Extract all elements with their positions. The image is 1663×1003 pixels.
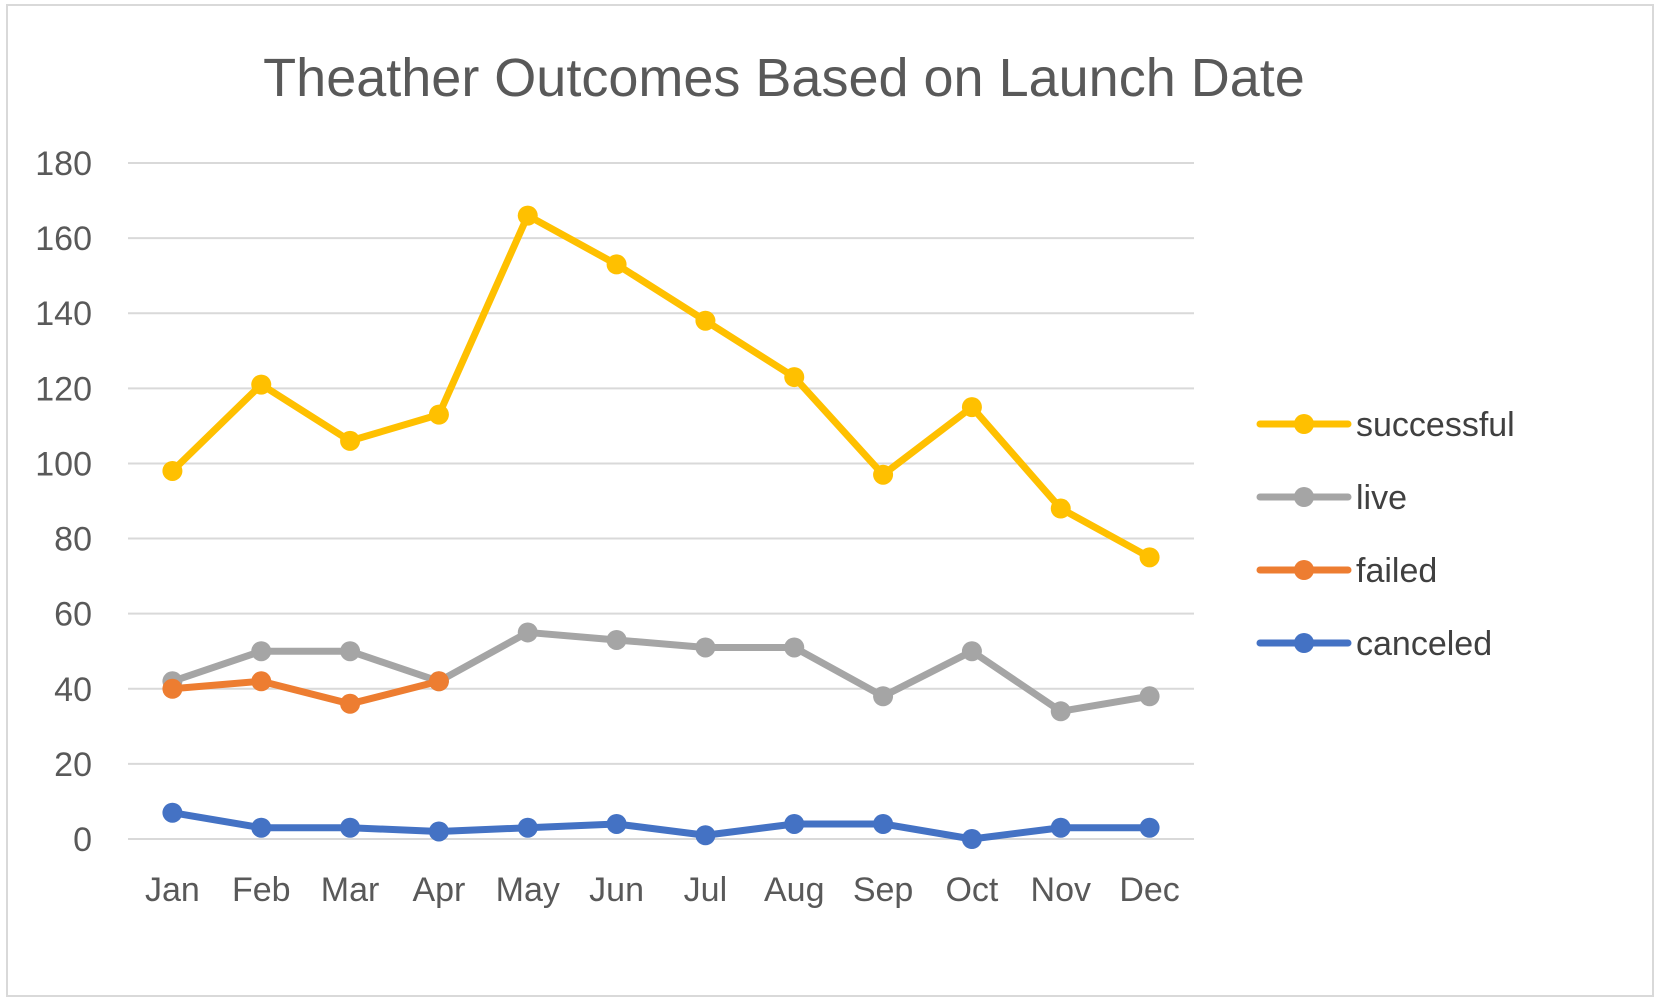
legend-label: canceled — [1356, 625, 1492, 663]
legend-label: failed — [1356, 552, 1437, 590]
series-line-live — [168, 628, 1154, 715]
data-point-live — [873, 686, 894, 707]
x-tick-label: Sep — [853, 871, 914, 909]
data-point-canceled — [1139, 817, 1160, 838]
data-point-live — [695, 637, 716, 658]
legend-item-successful: successful — [1256, 406, 1515, 444]
y-tick-label: 80 — [54, 521, 92, 559]
y-tick-label: 60 — [54, 596, 92, 634]
data-point-canceled — [873, 813, 894, 834]
y-tick-label: 40 — [54, 671, 92, 709]
data-point-canceled — [784, 813, 805, 834]
data-point-successful — [873, 464, 894, 485]
series-line-successful — [168, 212, 1154, 561]
y-tick-label: 0 — [73, 821, 92, 859]
data-point-canceled — [517, 817, 538, 838]
x-tick-label: Feb — [232, 871, 291, 909]
data-point-canceled — [1050, 817, 1071, 838]
data-point-live — [784, 637, 805, 658]
x-tick-label: May — [496, 871, 560, 909]
series-failed — [162, 671, 449, 714]
series-successful — [162, 205, 1160, 568]
legend-swatch-marker — [1294, 487, 1314, 507]
y-tick-label: 160 — [35, 220, 92, 258]
data-point-successful — [695, 310, 716, 331]
data-point-live — [606, 629, 627, 650]
data-point-canceled — [340, 817, 361, 838]
data-point-canceled — [251, 817, 272, 838]
data-point-live — [517, 622, 538, 643]
legend-swatch-marker — [1294, 633, 1314, 653]
data-point-successful — [251, 374, 272, 395]
data-point-successful — [1050, 498, 1071, 519]
data-point-successful — [606, 254, 627, 275]
legend-label: successful — [1356, 406, 1515, 444]
series-line-failed — [168, 677, 443, 708]
y-tick-label: 140 — [35, 295, 92, 333]
line-chart: Theather Outcomes Based on Launch Date 0… — [35, 48, 1515, 909]
chart-title: Theather Outcomes Based on Launch Date — [263, 48, 1305, 108]
data-point-successful — [1139, 547, 1160, 568]
y-axis-tick-labels: 0 20 40 60 80 100 120 140 160 180 — [35, 145, 92, 859]
data-point-canceled — [606, 813, 627, 834]
legend-item-canceled: canceled — [1256, 625, 1492, 663]
x-tick-label: Jul — [684, 871, 727, 909]
data-point-failed — [251, 671, 272, 692]
legend-item-live: live — [1256, 479, 1407, 517]
data-point-failed — [428, 671, 449, 692]
legend-swatch-marker — [1294, 560, 1314, 580]
series-line-canceled — [168, 809, 1154, 843]
data-point-canceled — [162, 802, 183, 823]
gridlines — [128, 162, 1194, 840]
x-tick-label: Dec — [1119, 871, 1179, 909]
data-point-successful — [961, 397, 982, 418]
data-point-canceled — [695, 825, 716, 846]
x-tick-label: Jan — [145, 871, 200, 909]
data-point-live — [251, 641, 272, 662]
data-point-successful — [340, 430, 361, 451]
series-lines — [162, 205, 1160, 849]
legend-item-failed: failed — [1256, 552, 1437, 590]
data-point-failed — [162, 678, 183, 699]
y-tick-label: 100 — [35, 445, 92, 483]
data-point-live — [1050, 701, 1071, 722]
x-tick-label: Apr — [412, 871, 465, 909]
y-tick-label: 20 — [54, 746, 92, 784]
x-tick-label: Oct — [945, 871, 998, 909]
legend-label: live — [1356, 479, 1407, 517]
x-tick-label: Mar — [321, 871, 380, 909]
series-live — [162, 622, 1160, 722]
y-tick-label: 180 — [35, 145, 92, 183]
legend: successful live failed canceled — [1256, 406, 1515, 663]
data-point-failed — [340, 693, 361, 714]
series-canceled — [162, 802, 1160, 849]
data-point-successful — [428, 404, 449, 425]
data-point-live — [961, 641, 982, 662]
data-point-successful — [784, 367, 805, 388]
data-point-live — [1139, 686, 1160, 707]
data-point-canceled — [428, 821, 449, 842]
chart-frame: Theather Outcomes Based on Launch Date 0… — [6, 4, 1654, 997]
x-tick-label: Aug — [764, 871, 825, 909]
x-tick-label: Nov — [1031, 871, 1091, 909]
x-tick-label: Jun — [589, 871, 644, 909]
legend-swatch-marker — [1294, 414, 1314, 434]
data-point-live — [340, 641, 361, 662]
y-tick-label: 120 — [35, 370, 92, 408]
data-point-canceled — [961, 829, 982, 849]
data-point-successful — [162, 460, 183, 481]
x-axis-tick-labels: Jan Feb Mar Apr May Jun Jul Aug Sep Oct Nov Dec — [145, 871, 1180, 909]
data-point-successful — [517, 205, 538, 226]
